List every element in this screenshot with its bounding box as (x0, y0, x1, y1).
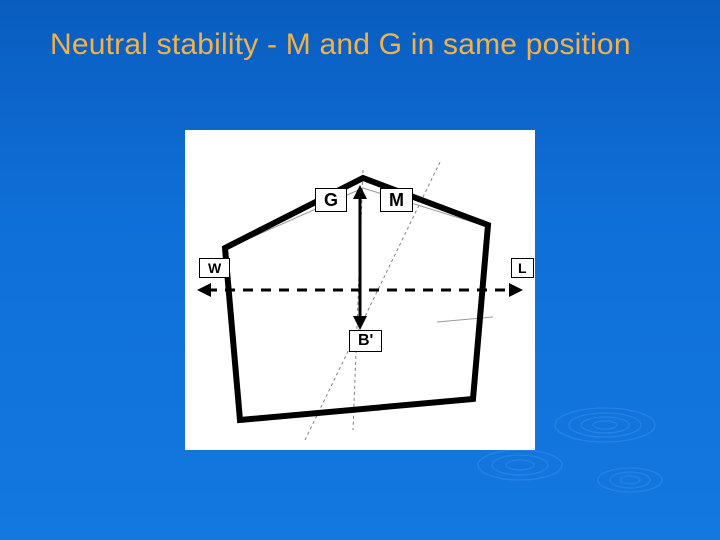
figure-svg (185, 130, 535, 450)
force-arrow-down-icon (353, 316, 367, 330)
label-g: G (315, 188, 347, 212)
label-l: L (511, 258, 534, 278)
label-w: W (199, 258, 230, 278)
slide-title: Neutral stability - M and G in same posi… (50, 28, 700, 62)
waterline-arrow-right-icon (509, 283, 523, 297)
waterline-arrow-left-icon (197, 283, 211, 297)
deck-line (437, 317, 493, 322)
stability-figure: G M W L B' (185, 130, 535, 450)
label-b1: B' (349, 330, 382, 352)
slide: Neutral stability - M and G in same posi… (0, 0, 720, 540)
label-m: M (380, 188, 413, 212)
